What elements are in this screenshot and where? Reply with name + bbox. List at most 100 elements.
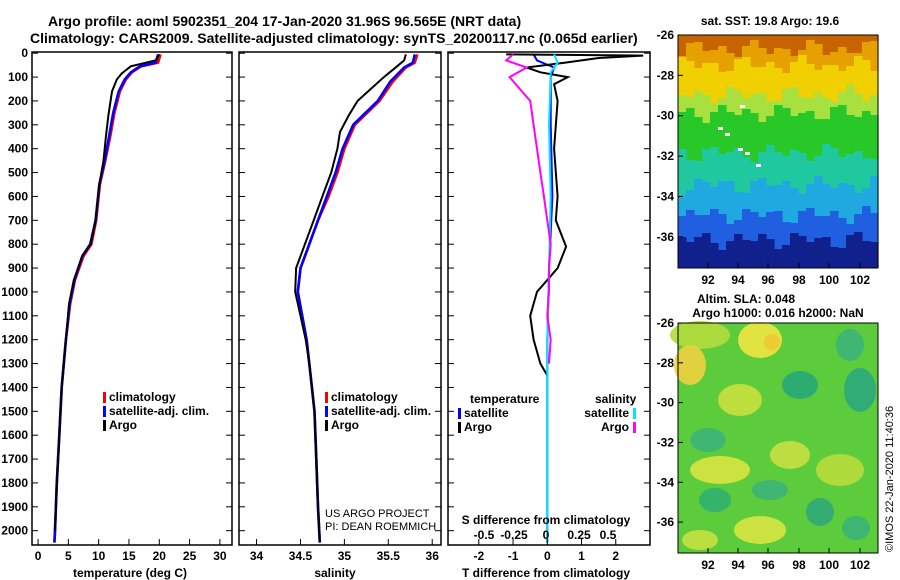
sla-blob: [718, 384, 762, 416]
map-y-tick-label: -26: [657, 316, 675, 330]
sst-cell: [742, 57, 751, 99]
legend-label: satellite-adj. clim.: [109, 404, 209, 418]
sst-cell: [790, 233, 799, 268]
sst-cell: [750, 94, 759, 114]
salinity-panel: 34 34.5 35 35.5 36 salinity climatologysatel…: [238, 51, 442, 580]
sst-cell: [790, 56, 799, 63]
sst-cell: [686, 108, 695, 161]
sst-cell: [782, 245, 791, 268]
sst-cell: [734, 192, 743, 221]
x-tick-label: -2: [473, 549, 484, 563]
sst-cell: [798, 211, 807, 237]
sst-speck: [738, 148, 743, 151]
sst-cell: [822, 237, 831, 268]
sst-cell: [742, 46, 751, 58]
x-tick-label: 0: [544, 549, 551, 563]
sla-blob: [806, 498, 834, 526]
sla-title-1: Altim. SLA: 0.048: [697, 292, 795, 306]
sla-blob: [699, 488, 731, 512]
sst-cell: [710, 104, 719, 113]
sst-cell: [710, 147, 719, 188]
sst-cell: [774, 185, 783, 212]
sst-cell: [734, 148, 743, 193]
x-tick-label: 20: [153, 549, 167, 563]
sst-cell: [798, 113, 807, 154]
sst-cell: [702, 35, 711, 52]
sst-cell: [790, 116, 799, 151]
sst-cell: [678, 112, 687, 150]
x-tick-label: 2: [612, 549, 619, 563]
legend-swatch: [458, 422, 461, 433]
sla-blob: [690, 428, 726, 452]
sst-cell: [710, 63, 719, 105]
x-tick-label: 36: [426, 549, 440, 563]
sst-cell: [806, 208, 815, 243]
s-tick-label: 0.25: [567, 528, 591, 542]
x-tick-label: 35: [338, 549, 352, 563]
sst-cell: [750, 241, 759, 268]
sst-cell: [702, 182, 711, 216]
depth-tick-label: 1800: [1, 476, 28, 490]
sst-cell: [774, 105, 783, 153]
sst-cell: [846, 35, 855, 54]
sst-cell: [758, 93, 767, 123]
sst-cell: [726, 71, 735, 88]
sst-cell: [758, 178, 767, 218]
depth-tick-label: 200: [8, 94, 28, 108]
sst-cell: [854, 232, 863, 268]
depth-tick-label: 1200: [1, 333, 28, 347]
legend-salinity-title: salinity: [595, 392, 637, 406]
sst-cell: [806, 64, 815, 99]
sst-cell: [830, 35, 839, 53]
sst-cell: [830, 188, 839, 212]
sst-cell: [838, 218, 847, 249]
project-line2: PI: DEAN ROEMMICH: [325, 521, 436, 533]
sst-cell: [750, 181, 759, 213]
legend-label: Argo: [464, 420, 492, 434]
s-tick-label: -0.5: [474, 528, 495, 542]
sst-cell: [862, 42, 871, 61]
depth-tick-label: 0: [21, 46, 28, 60]
map-y-tick-label: -28: [657, 68, 675, 82]
series-line-t-argo: [506, 53, 644, 377]
depth-tick-label: 2000: [1, 524, 28, 538]
sla-blob: [836, 329, 864, 361]
header-line1: Argo profile: aoml 5902351_204 17-Jan-20…: [48, 13, 521, 29]
sst-cell: [718, 98, 727, 106]
sst-cell: [870, 115, 879, 160]
sst-map: [678, 35, 879, 268]
sst-cell: [830, 211, 839, 248]
sst-cell: [854, 56, 863, 95]
sla-blob: [682, 530, 718, 550]
sst-cell: [702, 233, 711, 268]
salinity-frame: [238, 51, 442, 546]
sst-cell: [734, 91, 743, 116]
map-x-tick-label: 96: [761, 558, 775, 572]
sst-cell: [870, 159, 879, 177]
legend-swatch: [633, 408, 636, 419]
sst-cell: [814, 176, 823, 217]
sst-cell: [798, 236, 807, 268]
sst-cell: [862, 188, 871, 207]
sst-cell: [718, 35, 727, 47]
sst-cell: [734, 59, 743, 92]
sst-cell: [862, 111, 871, 159]
sst-cell: [822, 55, 831, 66]
sst-cell: [766, 62, 775, 102]
sst-cell: [854, 117, 863, 152]
sla-blob: [844, 368, 876, 412]
sst-cell: [782, 156, 791, 182]
legend-swatch: [458, 408, 461, 419]
sst-cell: [702, 123, 711, 150]
sst-cell: [854, 53, 863, 57]
legend-label: climatology: [109, 390, 176, 404]
sst-cell: [774, 249, 783, 268]
legend-label: satellite: [464, 406, 509, 420]
x-tick-label: 30: [213, 549, 227, 563]
sst-speck: [740, 105, 745, 108]
sst-cell: [846, 154, 855, 186]
sst-cell: [798, 35, 807, 51]
depth-tick-label: 500: [8, 166, 28, 180]
sst-cell: [678, 95, 687, 113]
